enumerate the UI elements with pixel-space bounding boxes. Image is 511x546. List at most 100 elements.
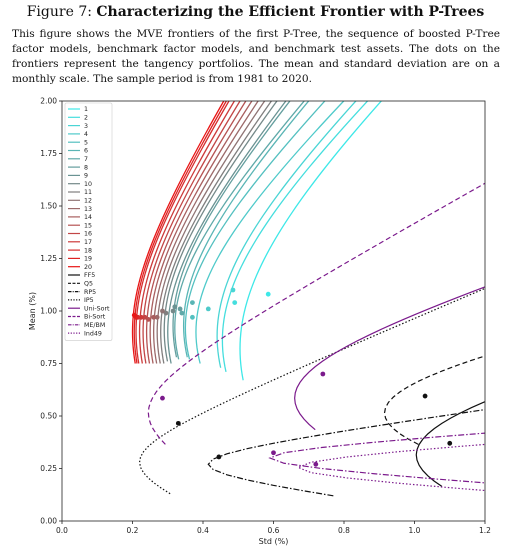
legend-label-19: 19 <box>84 256 92 263</box>
legend-label-ME/BM: ME/BM <box>84 322 105 329</box>
legend-label-7: 7 <box>84 156 88 163</box>
frontier-line-14 <box>149 101 253 364</box>
frontier-line-7 <box>174 101 306 360</box>
tangency-point-13 <box>154 314 160 320</box>
tangency-point-9 <box>172 304 178 310</box>
tangency-point-20 <box>131 312 137 318</box>
frontier-line-3 <box>216 101 357 368</box>
y-tick-label: 1.25 <box>40 254 57 263</box>
frontier-line-15 <box>145 101 247 364</box>
tangency-point-12 <box>160 308 165 314</box>
x-tick-label: 0.0 <box>56 526 68 535</box>
legend-label-9: 9 <box>84 173 88 180</box>
frontier-line-2 <box>221 101 369 373</box>
frontier-line-20 <box>131 101 225 364</box>
x-tick-label: 1.2 <box>479 526 491 535</box>
frontier-line-11 <box>160 101 273 364</box>
y-axis-label: Mean (%) <box>28 292 37 330</box>
legend-label-Uni-Sort: Uni-Sort <box>84 305 110 312</box>
x-axis-label: Std (%) <box>259 537 289 546</box>
frontier-line-4 <box>195 101 345 364</box>
legend-label-RP5: RP5 <box>84 289 96 296</box>
plot-lines <box>131 101 485 497</box>
tangency-point-10 <box>170 308 176 314</box>
tangency-point-7 <box>179 310 185 316</box>
tangency-point-Ind49 <box>313 461 319 467</box>
legend: 1234567891011121314151617181920FF5Q5RP5I… <box>64 102 113 341</box>
legend-label-12: 12 <box>84 198 92 205</box>
legend-label-17: 17 <box>84 239 92 246</box>
legend-label-Q5: Q5 <box>84 281 93 288</box>
frontier-line-1 <box>239 101 383 381</box>
legend-label-4: 4 <box>84 131 88 138</box>
tangency-point-8 <box>177 306 183 312</box>
y-tick-label: 0.75 <box>40 359 57 368</box>
legend-label-16: 16 <box>84 231 92 238</box>
legend-label-3: 3 <box>84 123 88 130</box>
tangency-point-RP5 <box>216 454 222 460</box>
frontier-line-18 <box>135 101 230 364</box>
legend-label-6: 6 <box>84 148 88 155</box>
legend-label-10: 10 <box>84 181 92 188</box>
legend-label-FF5: FF5 <box>84 272 95 279</box>
legend-label-11: 11 <box>84 189 92 196</box>
tangency-point-FF5 <box>447 440 453 446</box>
tangency-point-ME/BM <box>271 450 276 456</box>
tangency-point-16 <box>142 314 148 320</box>
frontier-line-16 <box>142 101 241 364</box>
legend-label-2: 2 <box>84 115 88 122</box>
legend-label-Bi-Sort: Bi-Sort <box>84 314 106 321</box>
legend-label-Ind49: Ind49 <box>84 330 102 337</box>
x-tick-label: 0.8 <box>338 526 350 535</box>
y-tick-label: 1.75 <box>40 149 57 158</box>
tangency-point-1 <box>265 291 271 297</box>
frontier-line-13 <box>152 101 259 364</box>
tangency-point-11 <box>163 310 169 316</box>
tangency-point-6 <box>190 300 195 305</box>
figure-title-text: Characterizing the Efficient Frontier wi… <box>96 4 485 20</box>
plot-axes: 0.0 0.2 0.4 0.6 0.8 1.0 1.2 0.00 0.25 0.50 0.75 1.0… <box>28 97 491 546</box>
y-tick-label: 0.25 <box>40 464 57 473</box>
legend-label-15: 15 <box>84 222 92 229</box>
frontier-line-Q5 <box>383 355 485 445</box>
frontier-line-8 <box>172 101 291 358</box>
legend-label-14: 14 <box>84 214 92 221</box>
y-tick-label: 1.50 <box>40 202 57 211</box>
tangency-point-2 <box>232 300 238 305</box>
legend-label-8: 8 <box>84 164 88 171</box>
frontier-line-Uni-Sort <box>294 286 485 431</box>
tangency-point-Q5 <box>422 393 428 399</box>
tangency-point-15 <box>145 317 151 322</box>
x-tick-label: 0.6 <box>268 526 280 535</box>
frontier-line-12 <box>156 101 266 364</box>
legend-label-18: 18 <box>84 247 92 254</box>
legend-box <box>64 102 113 341</box>
frontier-line-FF5 <box>415 401 485 487</box>
legend-label-5: 5 <box>84 139 88 146</box>
legend-label-1: 1 <box>84 106 88 113</box>
figure-label: Figure 7: <box>26 4 92 20</box>
frontier-line-9 <box>167 101 287 364</box>
legend-label-IP5: IP5 <box>84 297 94 304</box>
tangency-point-3 <box>230 287 236 293</box>
x-tick-label: 1.0 <box>409 526 421 535</box>
tangency-point-Bi-Sort <box>160 395 165 401</box>
y-tick-label: 2.00 <box>40 97 57 106</box>
tangency-point-Uni-Sort <box>320 371 326 377</box>
frontier-line-10 <box>163 101 278 362</box>
x-tick-label: 0.4 <box>197 526 209 535</box>
frontier-line-Bi-Sort <box>147 182 485 445</box>
legend-label-13: 13 <box>84 206 92 213</box>
tangency-point-5 <box>190 314 195 320</box>
figure-title: Figure 7: Characterizing the Efficient F… <box>0 4 511 20</box>
frontier-line-5 <box>184 101 326 360</box>
legend-label-20: 20 <box>84 264 92 271</box>
x-tick-label: 0.2 <box>127 526 139 535</box>
y-tick-label: 0.00 <box>40 517 57 526</box>
figure-caption: This figure shows the MVE frontiers of t… <box>12 28 500 85</box>
frontier-line-19 <box>133 101 228 364</box>
y-tick-label: 1.00 <box>40 307 57 316</box>
frontier-line-6 <box>182 101 310 358</box>
frontier-line-17 <box>138 101 236 364</box>
